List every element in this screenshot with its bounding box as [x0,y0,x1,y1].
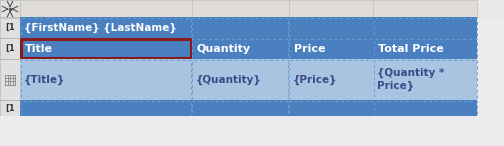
Bar [374,100,477,115]
Text: Total Price: Total Price [379,44,444,53]
Bar [289,60,373,100]
Bar [0,59,20,100]
Bar [374,60,477,100]
Bar [192,0,289,18]
Bar [289,39,373,59]
Bar [193,100,288,115]
Bar [20,100,192,116]
Bar [0,0,504,18]
Bar [192,100,289,116]
Text: {FirstName} {LastName}: {FirstName} {LastName} [24,22,177,33]
Bar [289,59,373,100]
Bar [0,0,20,18]
Bar [193,60,288,100]
Bar [374,18,477,38]
Bar [192,17,289,38]
Bar [0,116,504,146]
Bar [20,38,192,59]
Bar [289,100,373,115]
Text: {Quantity}: {Quantity} [196,74,262,85]
Bar [289,18,373,38]
Bar [193,39,288,59]
Bar [20,17,192,38]
Text: {Title}: {Title} [24,74,66,85]
Bar [20,0,192,18]
Text: Title: Title [25,44,53,53]
Bar [373,100,477,116]
Bar [21,18,192,38]
Bar [21,39,191,58]
Text: Price: Price [294,44,325,53]
Bar [289,100,373,116]
Bar [289,0,373,18]
Bar [193,18,288,38]
Bar [373,0,477,18]
Bar [289,38,373,59]
Text: {Price}: {Price} [293,74,337,85]
Bar [374,39,477,59]
Bar [192,59,289,100]
Bar [0,100,20,116]
Text: [1: [1 [5,104,15,113]
Text: {Quantity *
Price}: {Quantity * Price} [377,68,445,91]
Bar [20,59,192,100]
Text: [1: [1 [5,44,15,53]
Bar [373,38,477,59]
Bar [289,17,373,38]
Bar [373,59,477,100]
Bar [0,38,20,59]
Bar [21,100,192,115]
Text: [1: [1 [5,23,15,32]
Text: Quantity: Quantity [197,44,251,53]
Bar [192,38,289,59]
Bar [373,17,477,38]
Bar [21,60,192,100]
Bar [0,17,20,38]
